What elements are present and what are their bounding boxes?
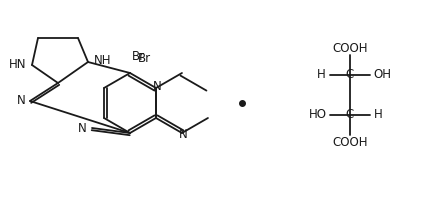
Text: N: N: [17, 94, 26, 107]
Text: HN: HN: [9, 58, 26, 71]
Text: NH: NH: [94, 54, 111, 68]
Text: COOH: COOH: [332, 136, 367, 148]
Text: Br: Br: [138, 52, 151, 65]
Text: N: N: [152, 80, 161, 93]
Text: H: H: [316, 68, 325, 81]
Text: N: N: [178, 128, 187, 140]
Text: N: N: [78, 121, 87, 134]
Text: OH: OH: [372, 68, 390, 81]
Text: Br: Br: [132, 50, 145, 63]
Text: COOH: COOH: [332, 42, 367, 54]
Text: H: H: [373, 108, 382, 121]
Text: C: C: [345, 108, 353, 121]
Text: HO: HO: [308, 108, 326, 121]
Text: C: C: [345, 68, 353, 81]
